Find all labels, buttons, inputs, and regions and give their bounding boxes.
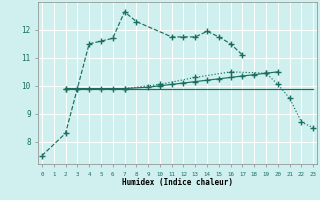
X-axis label: Humidex (Indice chaleur): Humidex (Indice chaleur) xyxy=(122,178,233,187)
